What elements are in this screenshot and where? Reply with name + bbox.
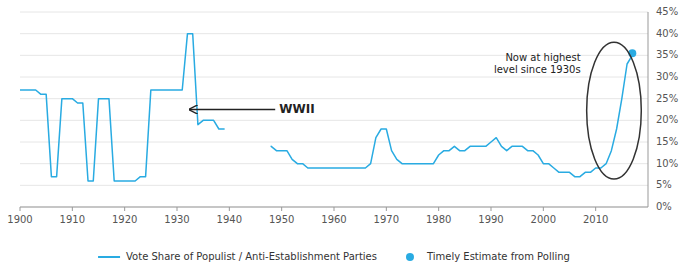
x-tick-label: 1930 bbox=[164, 214, 189, 225]
annotation-arrow bbox=[189, 109, 275, 110]
y-tick-label: 5% bbox=[656, 179, 672, 190]
axes: 0% 5% 10% 15% 20% 25% 30% 35% 40% 45% 1900 1910 1920… bbox=[7, 6, 678, 225]
annotation: WWII bbox=[279, 102, 314, 116]
grid bbox=[20, 12, 648, 207]
x-tick bbox=[177, 207, 178, 211]
grid-line bbox=[20, 163, 648, 164]
x-tick bbox=[386, 207, 387, 211]
legend-label: Vote Share of Populist / Anti-Establishm… bbox=[126, 251, 377, 262]
x-tick bbox=[20, 207, 21, 211]
grid-line bbox=[20, 185, 648, 186]
legend-label: Timely Estimate from Polling bbox=[426, 251, 570, 262]
x-tick bbox=[281, 207, 282, 211]
x-tick bbox=[334, 207, 335, 211]
legend: Vote Share of Populist / Anti-Establishm… bbox=[98, 251, 570, 262]
grid-line bbox=[20, 142, 648, 143]
annotation-line: level since 1930s bbox=[494, 64, 581, 75]
plot-data bbox=[20, 34, 636, 181]
grid-line bbox=[20, 77, 648, 78]
x-tick-label: 1980 bbox=[426, 214, 451, 225]
x-tick bbox=[72, 207, 73, 211]
grid-line bbox=[20, 98, 648, 99]
chart: 0% 5% 10% 15% 20% 25% 30% 35% 40% 45% 1900 1910 1920… bbox=[0, 0, 700, 273]
x-tick bbox=[438, 207, 439, 211]
series-line bbox=[20, 34, 632, 181]
y-tick-label: 40% bbox=[656, 28, 678, 39]
y-tick-label: 15% bbox=[656, 136, 678, 147]
y-tick-label: 20% bbox=[656, 114, 678, 125]
x-tick-label: 1910 bbox=[60, 214, 85, 225]
annotations: WWII Now at highestlevel since 1930s bbox=[189, 42, 641, 179]
x-tick bbox=[124, 207, 125, 211]
x-tick bbox=[229, 207, 230, 211]
x-tick-label: 1960 bbox=[321, 214, 346, 225]
x-tick-label: 1950 bbox=[269, 214, 294, 225]
annotation: Now at highestlevel since 1930s bbox=[494, 52, 581, 75]
x-tick bbox=[491, 207, 492, 211]
highlight-ellipse bbox=[587, 42, 642, 179]
x-tick-label: 1970 bbox=[374, 214, 399, 225]
x-tick bbox=[595, 207, 596, 211]
annotation-line: Now at highest bbox=[505, 52, 580, 63]
x-tick-label: 1940 bbox=[217, 214, 242, 225]
legend-item: Vote Share of Populist / Anti-Establishm… bbox=[98, 251, 377, 262]
x-tick-label: 1920 bbox=[112, 214, 137, 225]
x-tick-label: 2010 bbox=[583, 214, 608, 225]
grid-line bbox=[20, 12, 648, 13]
y-tick-label: 30% bbox=[656, 71, 678, 82]
y-tick-label: 0% bbox=[656, 201, 672, 212]
y-tick-label: 35% bbox=[656, 49, 678, 60]
y-axis-line bbox=[648, 12, 649, 207]
legend-swatch bbox=[98, 256, 120, 258]
grid-line bbox=[20, 120, 648, 121]
grid-line bbox=[20, 33, 648, 34]
x-tick bbox=[543, 207, 544, 211]
legend-swatch bbox=[406, 253, 414, 261]
y-tick-label: 25% bbox=[656, 93, 678, 104]
y-tick-label: 10% bbox=[656, 158, 678, 169]
x-tick-label: 2000 bbox=[531, 214, 556, 225]
x-tick-label: 1900 bbox=[7, 214, 32, 225]
legend-item: Timely Estimate from Polling bbox=[406, 251, 570, 262]
y-tick-label: 45% bbox=[656, 6, 678, 17]
x-tick-label: 1990 bbox=[478, 214, 503, 225]
